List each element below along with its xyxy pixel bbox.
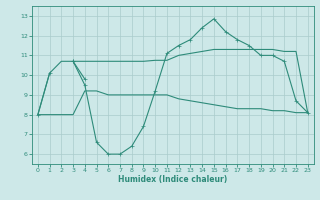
X-axis label: Humidex (Indice chaleur): Humidex (Indice chaleur) (118, 175, 228, 184)
